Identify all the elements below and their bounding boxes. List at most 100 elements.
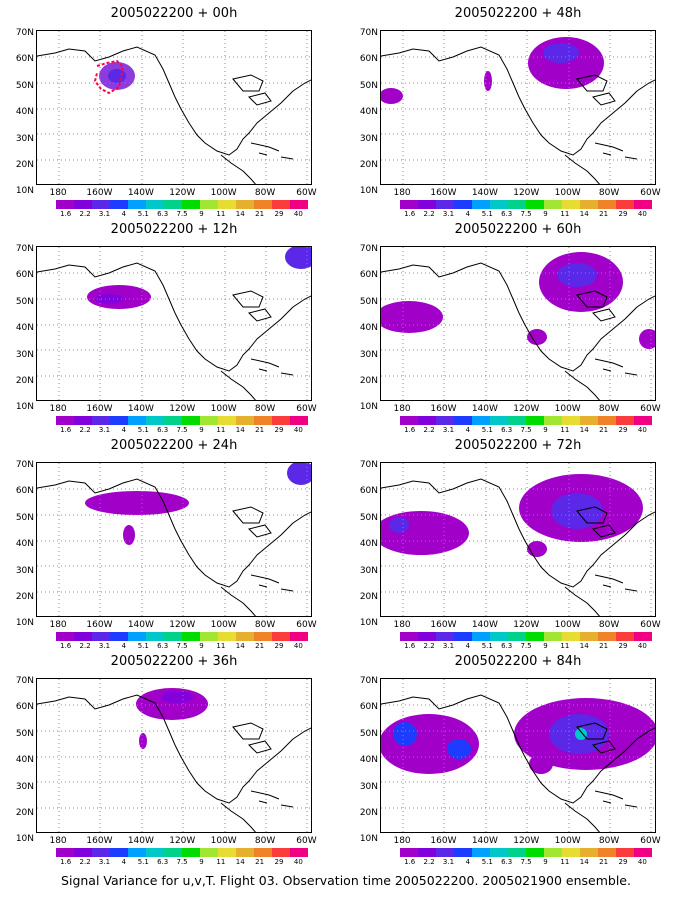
lat-label: 20N	[359, 808, 378, 818]
colorbar-label: 5.1	[481, 426, 493, 434]
colorbar-label: 3.1	[98, 642, 111, 650]
lat-label: 20N	[15, 376, 34, 386]
lat-label: 30N	[359, 782, 378, 792]
colorbar-label: 2.2	[79, 426, 91, 434]
lon-label: 100W	[554, 836, 581, 846]
colorbar-labels: 1.6 2.2 3.1 4 5.1 6.3 7.5 9 11 14 21 29 40	[56, 642, 308, 652]
colorbar-label: 29	[618, 858, 628, 866]
colorbar-swatch	[272, 416, 290, 425]
lon-label: 60W	[640, 620, 661, 630]
colorbar-label: 5.1	[481, 210, 493, 218]
colorbar-swatch	[436, 416, 454, 425]
colorbar-label: 21	[599, 210, 609, 218]
panel-title: 2005022200 + 36h	[110, 654, 238, 669]
colorbar-label: 5.1	[137, 426, 149, 434]
lat-label: 60N	[359, 54, 378, 64]
coastline	[37, 262, 311, 372]
lat-label: 40N	[15, 539, 34, 549]
map-panel	[380, 462, 656, 617]
colorbar-swatch	[110, 632, 128, 641]
colorbar-swatch	[598, 848, 616, 857]
colorbar-swatch	[128, 200, 146, 209]
great-lakes	[232, 74, 272, 106]
colorbar-label: 29	[274, 642, 284, 650]
colorbar-swatch	[616, 848, 634, 857]
colorbar-label: 14	[579, 426, 589, 434]
lon-label: 180	[393, 836, 411, 846]
lon-label: 80W	[254, 404, 276, 414]
colorbar-swatch	[182, 632, 200, 641]
colorbar-label: 9	[199, 426, 204, 434]
lat-label: 50N	[359, 513, 378, 523]
lon-label: 140W	[471, 404, 498, 414]
lon-label: 80W	[598, 620, 620, 630]
colorbar-swatch	[290, 200, 308, 209]
colorbar	[400, 848, 652, 857]
colorbar-label: 29	[618, 642, 628, 650]
colorbar	[400, 416, 652, 425]
colorbar-swatch	[146, 848, 164, 857]
colorbar-swatch	[472, 848, 490, 857]
colorbar	[400, 200, 652, 209]
variance-shading	[85, 491, 189, 515]
lat-label: 50N	[15, 81, 34, 91]
colorbar-swatch	[200, 848, 218, 857]
variance-shading	[287, 463, 311, 485]
colorbar-swatch	[436, 632, 454, 641]
colorbar-label: 5.1	[481, 642, 493, 650]
colorbar-label: 2.2	[79, 642, 91, 650]
lon-label: 120W	[513, 188, 540, 198]
map-plot	[37, 463, 311, 616]
colorbar-swatch	[634, 200, 652, 209]
colorbar	[400, 632, 652, 641]
lat-label: 40N	[15, 107, 34, 117]
lat-label: 20N	[359, 376, 378, 386]
colorbar-label: 6.3	[157, 642, 169, 650]
map-panel	[380, 30, 656, 185]
coastline	[381, 478, 655, 588]
coastline	[564, 802, 600, 832]
lon-label: 80W	[254, 836, 276, 846]
colorbar-swatch	[236, 632, 254, 641]
lat-label: 30N	[359, 134, 378, 144]
colorbar-swatch	[182, 848, 200, 857]
great-lakes	[576, 506, 616, 538]
lat-label: 70N	[15, 244, 34, 254]
colorbar-label: 6.3	[501, 858, 513, 866]
colorbar-swatch	[290, 632, 308, 641]
colorbar-swatch	[236, 416, 254, 425]
colorbar-label: 40	[293, 426, 303, 434]
colorbar-swatch	[580, 416, 598, 425]
colorbar-swatch	[92, 416, 110, 425]
coastline	[381, 694, 655, 804]
colorbar-swatch	[164, 848, 182, 857]
colorbar-swatch	[146, 200, 164, 209]
colorbar-label: 40	[293, 210, 303, 218]
colorbar-swatch	[616, 200, 634, 209]
lon-label: 60W	[640, 836, 661, 846]
colorbar-label: 2.2	[79, 858, 91, 866]
colorbar-swatch	[254, 416, 272, 425]
great-lakes	[576, 722, 616, 754]
coastline	[250, 790, 294, 808]
lat-label: 50N	[15, 297, 34, 307]
colorbar-label: 3.1	[442, 210, 455, 218]
colorbar-label: 3.1	[442, 642, 455, 650]
coastline	[220, 154, 256, 184]
variance-shading	[139, 733, 147, 749]
lon-label: 140W	[471, 188, 498, 198]
lon-label: 180	[393, 620, 411, 630]
colorbar-label: 2.2	[423, 426, 435, 434]
lat-label: 10N	[15, 186, 34, 196]
coastline	[564, 586, 600, 616]
colorbar-swatch	[128, 416, 146, 425]
coastline	[381, 262, 655, 372]
colorbar-label: 7.5	[176, 210, 188, 218]
colorbar-swatch	[254, 632, 272, 641]
colorbar-swatch	[598, 632, 616, 641]
colorbar-swatch	[508, 848, 526, 857]
colorbar-label: 11	[216, 426, 226, 434]
colorbar-swatch	[400, 632, 418, 641]
lon-label: 180	[49, 188, 67, 198]
colorbar-label: 4	[465, 426, 471, 434]
